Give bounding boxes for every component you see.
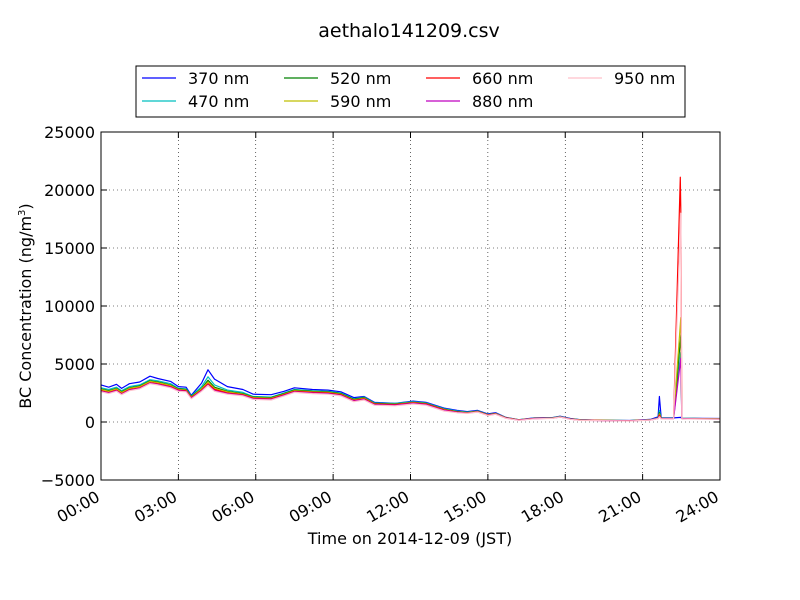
y-tick-label: 25000 <box>44 123 95 142</box>
x-tick-label: 12:00 <box>363 487 412 527</box>
x-tick-label: 18:00 <box>518 487 567 527</box>
legend-label: 950 nm <box>614 69 675 88</box>
y-tick-label: 0 <box>85 413 95 432</box>
y-axis-ticks: −5000 0 5000 10000 15000 20000 25000 <box>41 123 720 490</box>
y-axis-label: BC Concentration (ng/m3) <box>16 203 35 408</box>
x-tick-label: 21:00 <box>595 487 644 527</box>
legend-label: 370 nm <box>188 69 249 88</box>
legend-label: 520 nm <box>330 69 391 88</box>
y-axis-label-main: BC Concentration (ng/m <box>16 216 35 409</box>
y-tick-label: 10000 <box>44 297 95 316</box>
x-tick-label: 00:00 <box>54 487 103 527</box>
legend-box <box>135 65 686 118</box>
y-axis-label-close: ) <box>16 203 35 209</box>
series-line-950-nm <box>100 212 721 422</box>
y-tick-label: −5000 <box>41 471 95 490</box>
x-tick-label: 06:00 <box>208 487 257 527</box>
y-tick-label: 5000 <box>54 355 95 374</box>
x-tick-label: 15:00 <box>440 487 489 527</box>
x-tick-label: 09:00 <box>286 487 335 527</box>
x-tick-label: 24:00 <box>673 487 722 527</box>
legend-label: 660 nm <box>472 69 533 88</box>
legend: 370 nm 470 nm 520 nm 590 nm 660 nm 880 nm 950 … <box>135 65 686 118</box>
legend-label: 880 nm <box>472 92 533 111</box>
x-axis-label: Time on 2014-12-09 (JST) <box>307 529 512 548</box>
series-lines <box>100 176 721 422</box>
plot-area <box>101 132 720 480</box>
legend-label: 470 nm <box>188 92 249 111</box>
y-tick-label: 20000 <box>44 181 95 200</box>
y-axis-label-superscript: 3 <box>17 210 28 216</box>
x-tick-label: 03:00 <box>131 487 180 527</box>
legend-label: 590 nm <box>330 92 391 111</box>
chart-title: aethalo141209.csv <box>318 20 500 42</box>
y-tick-label: 15000 <box>44 239 95 258</box>
